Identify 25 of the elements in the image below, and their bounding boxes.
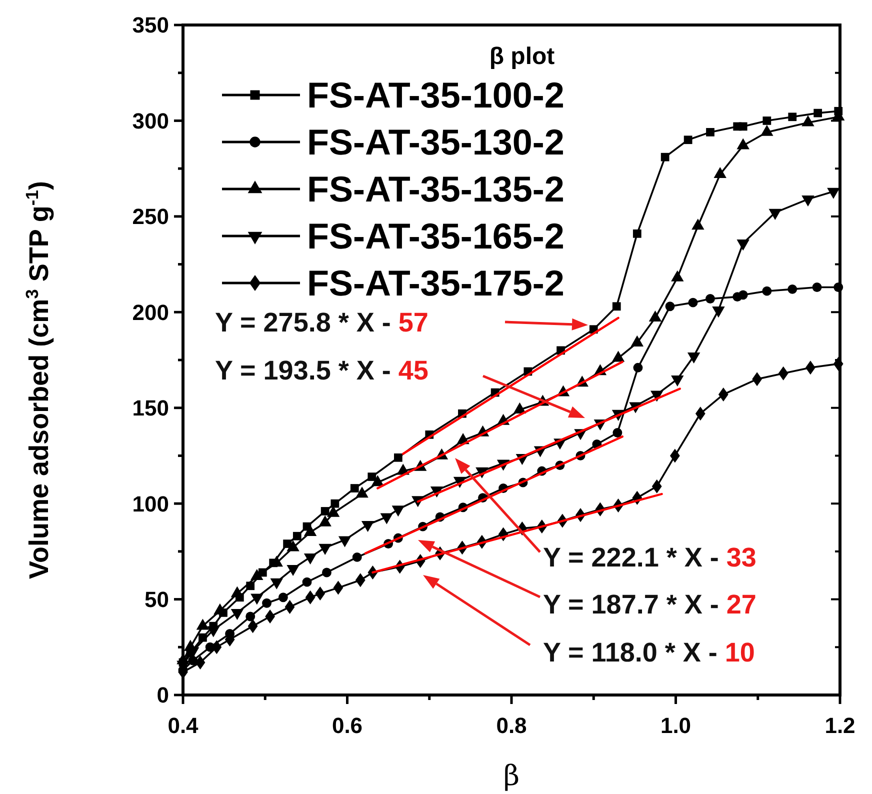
legend-label: FS-AT-35-100-2 [307,74,564,116]
x-tick-label: 1.2 [824,713,856,738]
y-tick-label: 350 [132,12,169,38]
x-tick-label: 0.4 [168,713,200,738]
y-tick-label: 50 [144,586,169,612]
legend-title: β plot [489,43,555,70]
x-axis-title: β [503,759,520,792]
legend-label: FS-AT-35-130-2 [307,122,564,163]
y-tick-label: 150 [132,396,169,421]
y-tick-label: 100 [132,491,169,516]
annotation: Y = 187.7 * X - 27 [543,589,756,620]
annotation: Y = 222.1 * X - 33 [543,542,756,572]
y-tick-label: 0 [156,682,169,708]
legend-label: FS-AT-35-165-2 [307,216,564,257]
annotation: Y = 118.0 * X - 10 [543,637,755,668]
y-tick-label: 200 [132,300,169,325]
x-tick-label: 1.0 [660,713,692,738]
x-tick-label: 0.6 [332,713,363,738]
y-tick-label: 250 [132,204,169,230]
x-tick-label: 0.8 [496,713,527,738]
y-tick-label: 300 [132,108,169,134]
annotation: Y = 193.5 * X - 45 [215,355,428,386]
legend-label: FS-AT-35-135-2 [307,168,564,210]
legend-label: FS-AT-35-175-2 [307,262,564,304]
annotation: Y = 275.8 * X - 57 [215,307,428,338]
